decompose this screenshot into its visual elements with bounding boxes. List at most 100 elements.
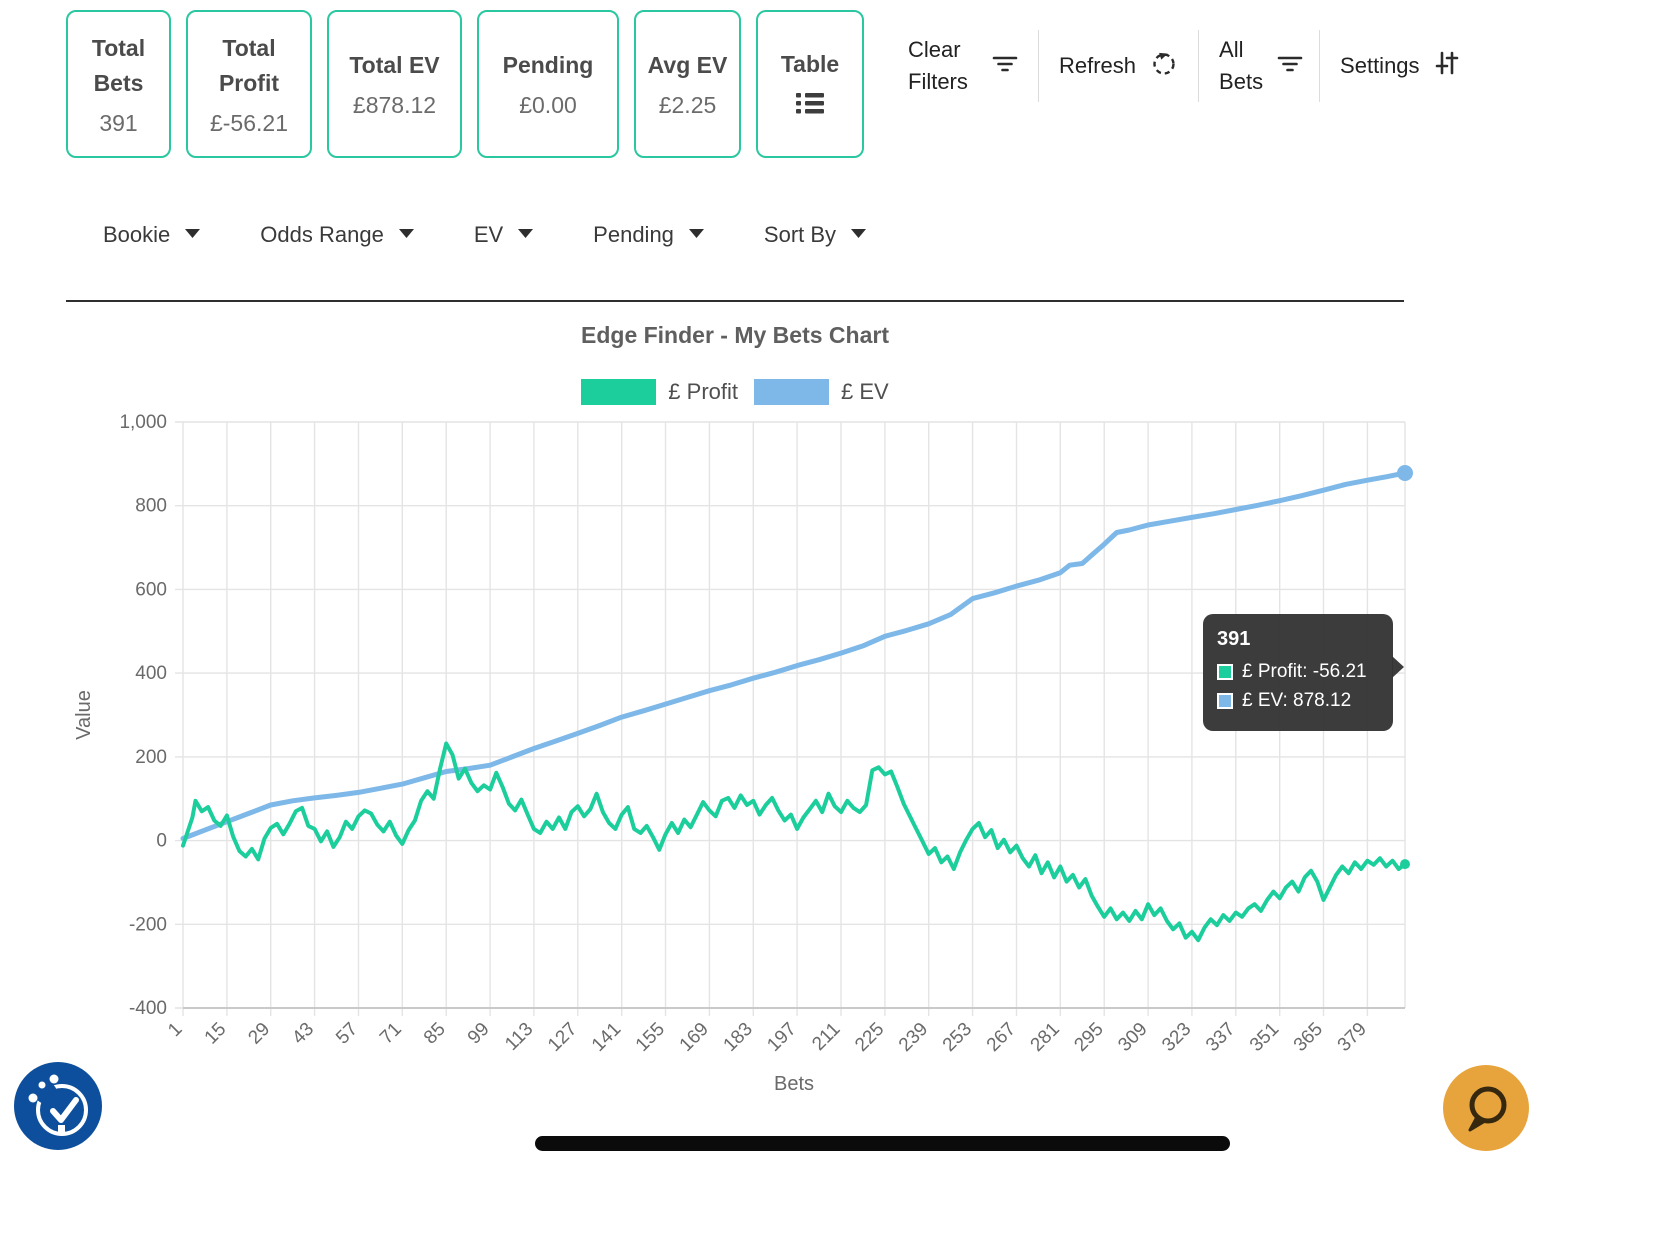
tooltip-caret	[1392, 656, 1404, 678]
svg-text:183: 183	[720, 1019, 757, 1056]
svg-text:309: 309	[1114, 1019, 1151, 1056]
filter-bookie[interactable]: Bookie	[103, 222, 201, 248]
chevron-down-icon	[688, 226, 704, 244]
stat-card-total-profit[interactable]: Total Profit £-56.21	[186, 10, 312, 158]
svg-text:43: 43	[288, 1019, 318, 1049]
home-indicator[interactable]	[535, 1136, 1230, 1151]
svg-text:239: 239	[895, 1019, 932, 1056]
chevron-down-icon	[851, 226, 867, 244]
stat-cards-row: Total Bets 391 Total Profit £-56.21 Tota…	[66, 10, 864, 158]
svg-text:169: 169	[676, 1019, 713, 1056]
refresh-label: Refresh	[1059, 53, 1137, 79]
stat-label: Table	[780, 51, 840, 78]
chart-title: Edge Finder - My Bets Chart	[581, 322, 889, 348]
chevron-down-icon	[398, 226, 414, 244]
stat-value: 391	[99, 109, 138, 136]
stat-label: Total EV	[349, 52, 440, 79]
svg-text:211: 211	[808, 1019, 844, 1055]
filter-icon	[1277, 53, 1303, 80]
stat-value: £-56.21	[209, 109, 288, 136]
stat-label: Pending	[502, 52, 594, 79]
ev-swatch	[754, 379, 829, 405]
refresh-icon	[1150, 50, 1178, 83]
ev-tooltip-swatch	[1217, 693, 1233, 709]
svg-text:-400: -400	[129, 998, 167, 1019]
all-bets-filter-button[interactable]: All Bets	[1199, 34, 1319, 98]
svg-text:400: 400	[135, 663, 167, 684]
profit-swatch	[581, 379, 657, 405]
divider	[1038, 30, 1039, 102]
svg-text:337: 337	[1202, 1019, 1239, 1056]
filter-ev[interactable]: EV	[474, 222, 534, 248]
svg-text:295: 295	[1070, 1019, 1107, 1056]
chat-widget-button[interactable]	[1443, 1065, 1529, 1151]
svg-text:127: 127	[544, 1019, 581, 1056]
svg-text:351: 351	[1246, 1019, 1283, 1056]
stat-value: £0.00	[519, 92, 577, 119]
svg-text:-200: -200	[129, 914, 167, 935]
svg-text:141: 141	[588, 1019, 625, 1056]
table-view-button[interactable]: Table	[756, 10, 864, 158]
svg-text:0: 0	[156, 831, 167, 852]
chevron-down-icon	[185, 226, 201, 244]
stat-label: Avg EV	[647, 52, 728, 79]
svg-text:800: 800	[135, 496, 167, 517]
stat-label: Total Profit	[218, 34, 280, 97]
section-divider	[66, 300, 1404, 302]
svg-text:323: 323	[1158, 1019, 1195, 1056]
stat-value: £878.12	[352, 92, 437, 119]
svg-text:155: 155	[632, 1019, 669, 1056]
svg-text:Value: Value	[73, 690, 95, 740]
stat-card-avg-ev[interactable]: Avg EV £2.25	[634, 10, 741, 158]
svg-text:197: 197	[763, 1019, 800, 1056]
filter-icon	[992, 53, 1018, 80]
settings-label: Settings	[1340, 53, 1420, 79]
svg-text:225: 225	[851, 1019, 888, 1056]
svg-text:99: 99	[464, 1019, 494, 1049]
all-bets-label: All Bets	[1219, 37, 1264, 94]
chart-tooltip: 391 £ Profit: -56.21 £ EV: 878.12	[1203, 614, 1404, 731]
stat-value: £2.25	[658, 92, 717, 119]
filter-sort-by[interactable]: Sort By	[764, 222, 867, 248]
stat-label: Total Bets	[91, 34, 146, 97]
sliders-icon	[1434, 50, 1460, 81]
svg-text:281: 281	[1027, 1019, 1064, 1056]
stat-card-pending[interactable]: Pending £0.00	[477, 10, 619, 158]
header-actions: Clear Filters Refresh All Bets	[888, 18, 1480, 114]
svg-text:113: 113	[501, 1019, 537, 1055]
filters-row: Bookie Odds Range EV Pending Sort By	[103, 222, 867, 248]
svg-text:267: 267	[983, 1019, 1020, 1056]
bets-line-chart[interactable]: -400 -200 0 200 400 600 800 1,000 1 15 29 43 57 71 85 9…	[60, 410, 1420, 1110]
svg-text:85: 85	[420, 1019, 450, 1049]
cookie-consent-button[interactable]	[14, 1062, 102, 1150]
svg-text:57: 57	[332, 1019, 362, 1049]
stat-card-total-ev[interactable]: Total EV £878.12	[327, 10, 462, 158]
refresh-button[interactable]: Refresh	[1039, 50, 1198, 83]
stat-card-total-bets[interactable]: Total Bets 391	[66, 10, 171, 158]
svg-text:365: 365	[1290, 1019, 1327, 1056]
svg-text:1: 1	[164, 1019, 186, 1041]
list-icon	[795, 91, 825, 121]
svg-text:15: 15	[201, 1019, 231, 1049]
filter-pending[interactable]: Pending	[593, 222, 704, 248]
divider	[1198, 30, 1200, 102]
clear-filters-button[interactable]: Clear Filters	[888, 34, 1038, 98]
divider	[1319, 30, 1321, 102]
svg-text:379: 379	[1334, 1019, 1371, 1056]
svg-text:71: 71	[376, 1019, 406, 1049]
tooltip-title: 391	[1217, 628, 1251, 650]
svg-text:200: 200	[135, 747, 167, 768]
svg-text:600: 600	[135, 579, 167, 600]
legend-item-profit[interactable]: £ Profit	[581, 379, 738, 405]
tooltip-row-profit: £ Profit: -56.21	[1217, 661, 1379, 683]
chart-legend: £ Profit £ EV	[60, 379, 1410, 405]
chevron-down-icon	[518, 226, 534, 244]
legend-item-ev[interactable]: £ EV	[754, 379, 889, 405]
filter-odds-range[interactable]: Odds Range	[260, 222, 414, 248]
svg-text:253: 253	[939, 1019, 976, 1056]
svg-text:1,000: 1,000	[119, 412, 167, 433]
tooltip-row-ev: £ EV: 878.12	[1217, 690, 1379, 712]
settings-button[interactable]: Settings	[1320, 50, 1480, 82]
clear-filters-label: Clear Filters	[908, 37, 968, 94]
